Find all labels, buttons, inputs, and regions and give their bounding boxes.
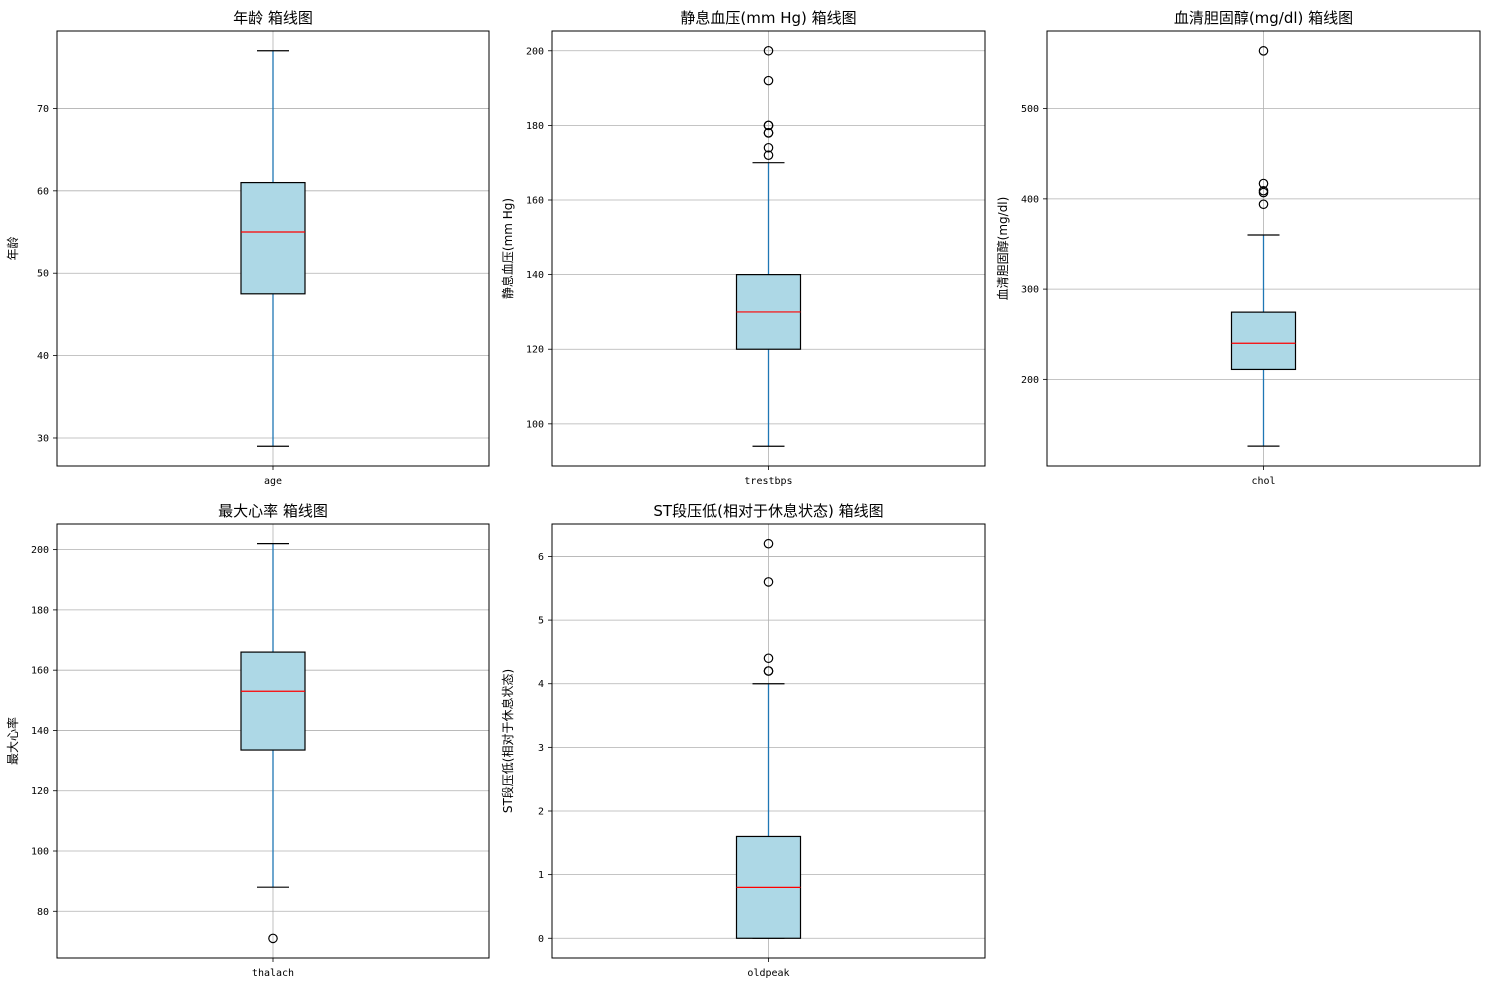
outlier-point (763, 120, 774, 131)
outlier-point (763, 538, 774, 549)
panel-chol: 200 300 400 500 chol 血清胆固醇(mg/dl) 箱线图血清胆固醇(mg… (995, 9, 1481, 487)
chart-title: 血清胆固醇(mg/dl) 箱线图 (1174, 9, 1353, 27)
y-tick-label: 60 (37, 186, 49, 197)
y-tick-label: 100 (526, 419, 544, 430)
y-tick-label: 50 (37, 269, 49, 280)
y-tick-label: 70 (37, 104, 49, 115)
y-tick-label: 0 (538, 934, 544, 945)
y-axis-label: 静息血压(mm Hg) (500, 198, 515, 299)
plot-frame (551, 30, 986, 467)
chart-title: 最大心率 箱线图 (218, 502, 328, 520)
y-tick-label: 500 (1021, 104, 1039, 115)
plot-frame (551, 523, 986, 959)
outlier-point (763, 150, 774, 161)
y-axis-label: 年龄 (6, 236, 20, 260)
y-tick-label: 80 (37, 907, 49, 918)
y-axis-label: ST段压低(相对于休息状态) (500, 669, 515, 813)
y-tick-label: 1 (538, 870, 544, 881)
box-iqr (240, 651, 306, 751)
y-tick-label: 160 (31, 666, 49, 677)
y-tick-label: 100 (31, 847, 49, 858)
y-axis-label: 血清胆固醇(mg/dl) (995, 197, 1010, 301)
outlier-point (763, 666, 774, 676)
x-tick-label: thalach (252, 968, 294, 979)
y-tick-label: 160 (526, 196, 544, 207)
y-tick-label: 4 (538, 679, 544, 690)
box-iqr (240, 181, 306, 295)
box-iqr (1230, 311, 1297, 371)
outlier-point (1258, 185, 1269, 196)
plot-frame (1046, 30, 1481, 467)
outlier-point (763, 653, 774, 664)
outlier-point (763, 577, 774, 587)
x-tick-label: oldpeak (747, 968, 789, 979)
y-tick-label: 300 (1021, 285, 1039, 296)
plot-frame (56, 30, 490, 467)
y-tick-label: 3 (538, 743, 544, 754)
chart-title: 静息血压(mm Hg) 箱线图 (680, 9, 856, 27)
y-tick-label: 140 (31, 726, 49, 737)
y-tick-label: 30 (37, 433, 49, 444)
y-tick-label: 6 (538, 552, 544, 563)
panel-trestbps: 100 120 140 160 180 200 trestbps 静息血压(mm Hg) 箱线… (500, 9, 986, 487)
y-tick-label: 200 (31, 545, 49, 556)
chart-title: ST段压低(相对于休息状态) 箱线图 (653, 502, 883, 520)
y-tick-label: 180 (31, 605, 49, 616)
outlier-point (1258, 199, 1269, 210)
y-tick-label: 140 (526, 270, 544, 281)
outlier-point (763, 128, 774, 138)
y-tick-label: 400 (1021, 194, 1039, 205)
outlier-point (763, 142, 774, 153)
y-tick-label: 5 (538, 616, 544, 627)
outlier-point (1258, 46, 1269, 56)
y-tick-label: 200 (1021, 375, 1039, 386)
x-tick-label: chol (1251, 476, 1275, 487)
y-axis-label: 最大心率 (5, 717, 20, 765)
x-tick-label: age (264, 476, 282, 487)
y-tick-label: 120 (31, 786, 49, 797)
y-tick-label: 40 (37, 351, 49, 362)
outlier-point (763, 75, 774, 86)
y-tick-label: 200 (526, 46, 544, 57)
plot-frame (56, 523, 490, 959)
x-tick-label: trestbps (744, 476, 792, 487)
chart-title: 年龄 箱线图 (233, 9, 313, 27)
panel-oldpeak: 0 1 2 3 4 5 6 oldpeak ST段压低(相对于休息状态) 箱线图 ST段压低(相对… (500, 502, 986, 979)
outlier-point (763, 45, 774, 56)
y-tick-label: 180 (526, 121, 544, 132)
outlier-point (1258, 178, 1269, 189)
y-tick-label: 120 (526, 345, 544, 356)
y-tick-label: 2 (538, 807, 544, 818)
outlier-point (268, 933, 278, 944)
